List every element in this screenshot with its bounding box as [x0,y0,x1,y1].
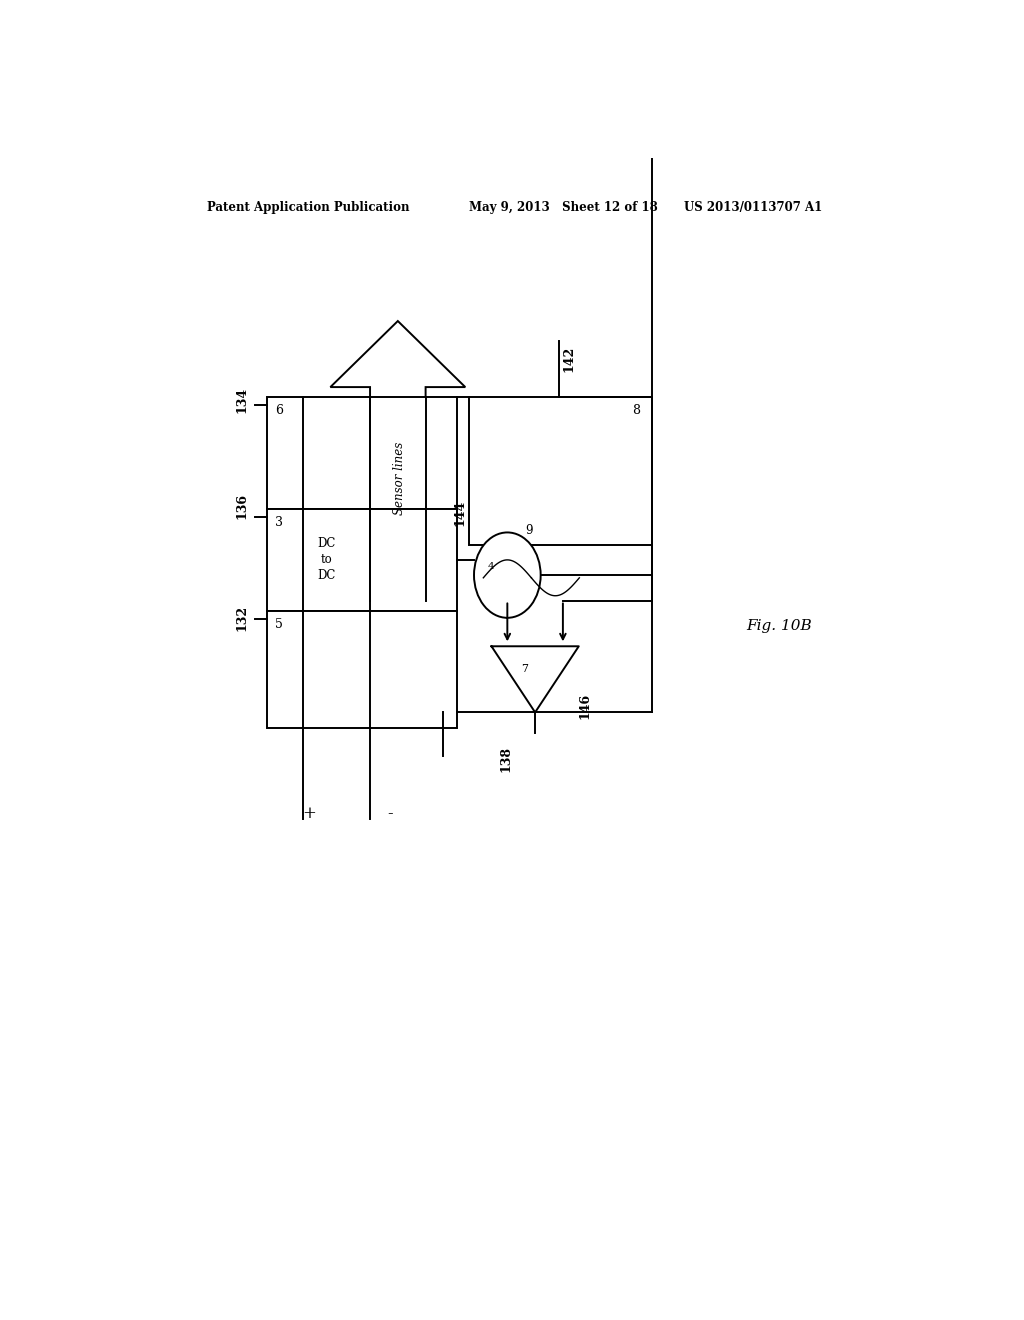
Text: 5: 5 [274,618,283,631]
Text: 134: 134 [236,387,248,413]
Bar [267,510,458,611]
Text: May 9, 2013   Sheet 12 of 18: May 9, 2013 Sheet 12 of 18 [469,201,658,214]
Circle shape [474,532,541,618]
Text: 4: 4 [488,562,495,572]
Text: +: + [302,805,315,822]
Text: 138: 138 [500,746,512,772]
Polygon shape [331,321,465,601]
Text: US 2013/0113707 A1: US 2013/0113707 A1 [684,201,822,214]
Text: Fig. 10B: Fig. 10B [745,619,812,634]
Text: 7: 7 [521,664,528,673]
Text: 132: 132 [236,605,248,631]
Text: Patent Application Publication: Patent Application Publication [207,201,410,214]
Text: -: - [387,805,392,822]
Text: 8: 8 [632,404,640,417]
Text: Sensor lines: Sensor lines [393,442,406,515]
Text: 144: 144 [454,500,466,527]
Text: 136: 136 [236,492,248,519]
Bar [267,397,458,510]
Text: 9: 9 [524,524,532,536]
Text: 6: 6 [274,404,283,417]
Bar [267,611,458,727]
Bar [469,397,652,545]
Text: 146: 146 [579,693,592,719]
Text: DC
to
DC: DC to DC [317,537,336,582]
Text: 3: 3 [274,516,283,529]
Text: 142: 142 [563,346,575,372]
